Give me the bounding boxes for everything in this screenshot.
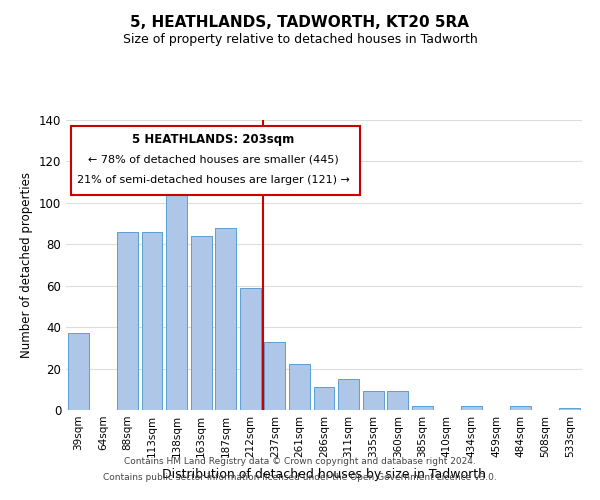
Text: ← 78% of detached houses are smaller (445): ← 78% of detached houses are smaller (44…: [88, 155, 338, 165]
Bar: [166, 166, 187, 410]
Text: 5, HEATHLANDS, TADWORTH, KT20 5RA: 5, HEATHLANDS, TADWORTH, KT20 5RA: [131, 15, 470, 30]
Text: 21% of semi-detached houses are larger (121) →: 21% of semi-detached houses are larger (…: [77, 175, 349, 185]
Bar: [510, 406, 531, 410]
Text: Size of property relative to detached houses in Tadworth: Size of property relative to detached ho…: [122, 32, 478, 46]
Y-axis label: Number of detached properties: Number of detached properties: [20, 172, 33, 358]
Bar: [191, 236, 212, 410]
Bar: [265, 342, 286, 410]
Bar: [314, 387, 334, 410]
Bar: [412, 406, 433, 410]
Text: 5 HEATHLANDS: 203sqm: 5 HEATHLANDS: 203sqm: [132, 133, 294, 146]
Text: Contains HM Land Registry data © Crown copyright and database right 2024.: Contains HM Land Registry data © Crown c…: [124, 458, 476, 466]
Bar: [289, 364, 310, 410]
Bar: [338, 379, 359, 410]
Text: Contains public sector information licensed under the Open Government Licence v3: Contains public sector information licen…: [103, 472, 497, 482]
FancyBboxPatch shape: [71, 126, 360, 196]
X-axis label: Distribution of detached houses by size in Tadworth: Distribution of detached houses by size …: [162, 468, 486, 481]
Bar: [68, 334, 89, 410]
Bar: [461, 406, 482, 410]
Bar: [142, 232, 163, 410]
Bar: [387, 392, 408, 410]
Bar: [215, 228, 236, 410]
Bar: [240, 288, 261, 410]
Bar: [362, 392, 383, 410]
Bar: [117, 232, 138, 410]
Bar: [559, 408, 580, 410]
